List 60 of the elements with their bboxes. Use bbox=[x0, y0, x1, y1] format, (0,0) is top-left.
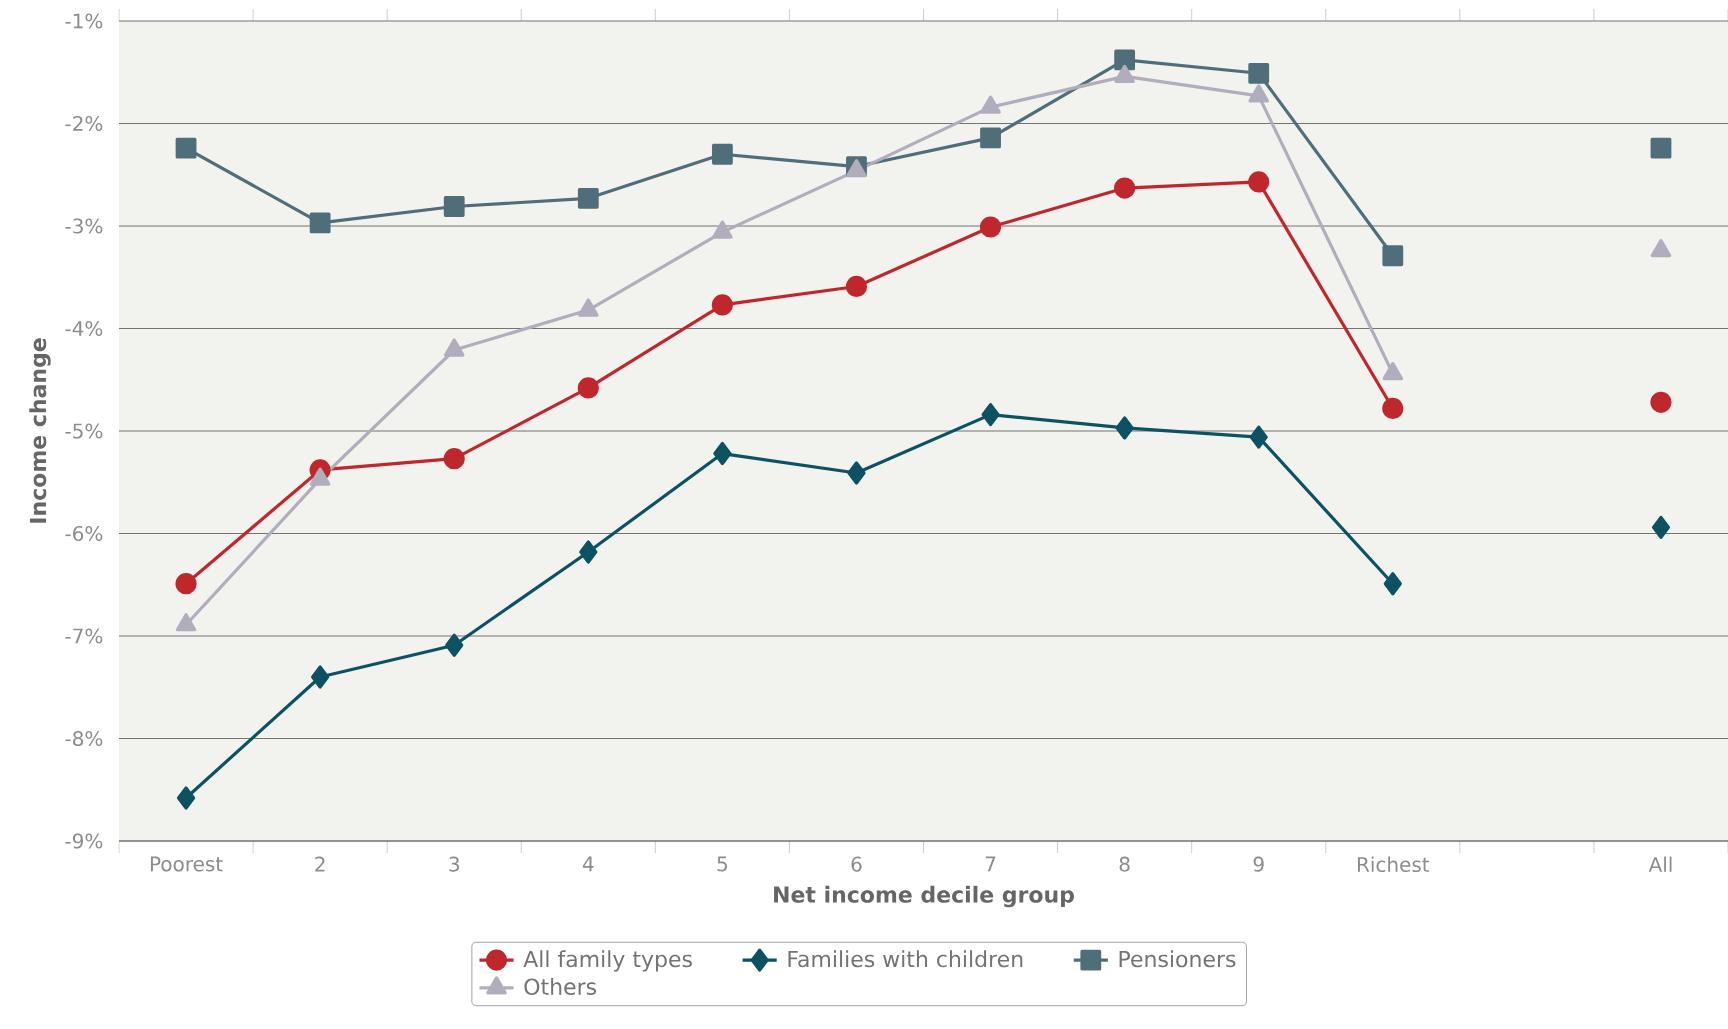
y-tick-label: -4% bbox=[65, 320, 103, 337]
legend-label: All family types bbox=[523, 950, 692, 972]
point bbox=[175, 573, 197, 595]
point bbox=[845, 275, 868, 298]
point bbox=[1651, 515, 1671, 539]
x-tick-label: 6 bbox=[851, 856, 862, 872]
x-tick-label: 4 bbox=[582, 856, 594, 872]
x-tick-label: 2 bbox=[315, 856, 325, 872]
y-tick-label: -6% bbox=[65, 525, 103, 542]
point bbox=[577, 377, 599, 399]
point bbox=[847, 461, 866, 485]
legend-label: Others bbox=[524, 977, 597, 996]
point bbox=[1382, 362, 1404, 381]
point bbox=[1248, 62, 1270, 84]
y-tick-label: -5% bbox=[65, 423, 103, 439]
point bbox=[1249, 425, 1268, 449]
point bbox=[443, 196, 465, 217]
point bbox=[1383, 572, 1402, 596]
point bbox=[981, 403, 1000, 427]
point bbox=[577, 187, 599, 209]
y-tick-label: -7% bbox=[65, 628, 103, 644]
x-tick-label: 5 bbox=[717, 856, 727, 872]
point bbox=[1114, 49, 1136, 71]
x-tick-label: 9 bbox=[1253, 856, 1264, 872]
point bbox=[1650, 137, 1672, 159]
point bbox=[711, 143, 733, 165]
point bbox=[713, 441, 732, 466]
x-tick-label: 8 bbox=[1119, 856, 1130, 872]
point bbox=[445, 633, 464, 657]
point bbox=[176, 786, 196, 810]
x-tick-label: 7 bbox=[985, 856, 996, 872]
point bbox=[1248, 171, 1270, 193]
y-tick-label: -2% bbox=[65, 115, 103, 132]
point bbox=[579, 540, 598, 564]
y-tick-label: -1% bbox=[65, 13, 103, 29]
point bbox=[1650, 391, 1672, 413]
point bbox=[1248, 84, 1269, 103]
point bbox=[443, 448, 465, 470]
y-tick-label: -9% bbox=[65, 833, 103, 849]
x-axis-title: Net income decile group bbox=[774, 885, 1074, 908]
point bbox=[980, 127, 1001, 149]
point bbox=[1382, 397, 1404, 420]
y-axis-title: Income change bbox=[29, 338, 51, 523]
point bbox=[309, 212, 331, 234]
point bbox=[311, 665, 330, 689]
point bbox=[1650, 239, 1672, 258]
point bbox=[979, 216, 1002, 238]
y-tick-label: -8% bbox=[65, 730, 103, 747]
point bbox=[711, 294, 733, 316]
legend-label: Families with children bbox=[788, 950, 1023, 968]
y-tick-label: -3% bbox=[65, 218, 103, 234]
point bbox=[1382, 245, 1404, 267]
x-tick-label: Poorest bbox=[150, 856, 223, 872]
point bbox=[175, 137, 197, 159]
x-tick-label: Richest bbox=[1357, 856, 1430, 873]
point bbox=[1114, 177, 1136, 199]
legend-label: Pensioners bbox=[1119, 950, 1236, 968]
x-tick-label: 3 bbox=[449, 856, 459, 872]
point bbox=[1115, 416, 1134, 440]
x-tick-label: All bbox=[1648, 856, 1672, 872]
